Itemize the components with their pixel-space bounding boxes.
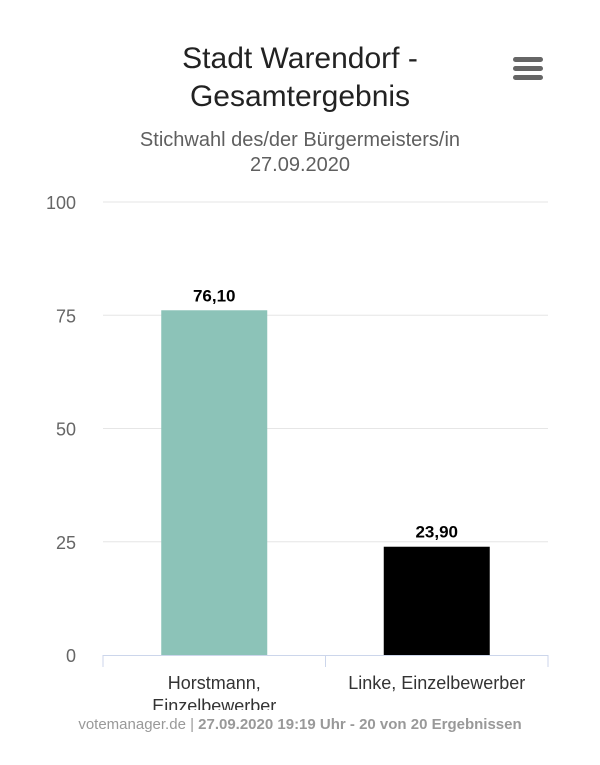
credits-detail: 27.09.2020 19:19 Uhr - 20 von 20 Ergebni… — [198, 716, 522, 733]
bar-chart: 0 25 50 75 100 76,10 Horstmann, Einzelbewerber 2… — [46, 193, 549, 710]
chart-subtitle-line-1: Stichwahl des/der Bürgermeisters/in — [139, 129, 461, 151]
chart-title-line-2: Gesamtergebnis — [189, 80, 411, 113]
menu-bar-middle — [513, 66, 543, 71]
y-tick-label-0: 0 — [66, 646, 76, 666]
x-tick-label-0-1: Einzelbewerber — [152, 696, 276, 710]
menu-bar-bottom — [513, 75, 543, 80]
x-tick-label-1-0: Linke, Einzelbewerber — [348, 673, 525, 693]
data-label-1: 23,90 — [415, 523, 458, 542]
chart-subtitle-line-2: 27.09.2020 — [249, 154, 351, 176]
data-label-0: 76,10 — [193, 286, 236, 305]
bar-1 — [383, 546, 490, 655]
y-tick-label-75: 75 — [56, 306, 76, 326]
y-tick-label-25: 25 — [56, 533, 76, 553]
chart-credits[interactable]: votemanager.de | 27.09.2020 19:19 Uhr - … — [0, 716, 600, 733]
bar-0 — [161, 310, 268, 655]
y-tick-label-100: 100 — [46, 193, 76, 213]
x-tick-label-0-0: Horstmann, — [168, 673, 261, 693]
hamburger-menu-icon[interactable] — [508, 52, 548, 86]
credits-separator: | — [185, 716, 199, 733]
menu-bar-top — [513, 57, 543, 62]
chart-subtitle: Stichwahl des/der Bürgermeisters/in 27.0… — [0, 128, 600, 178]
chart-title: Stadt Warendorf - Gesamtergebnis — [0, 40, 600, 116]
y-tick-label-50: 50 — [56, 420, 76, 440]
chart-title-line-1: Stadt Warendorf - — [182, 42, 418, 75]
credits-source[interactable]: votemanager.de — [78, 716, 186, 733]
